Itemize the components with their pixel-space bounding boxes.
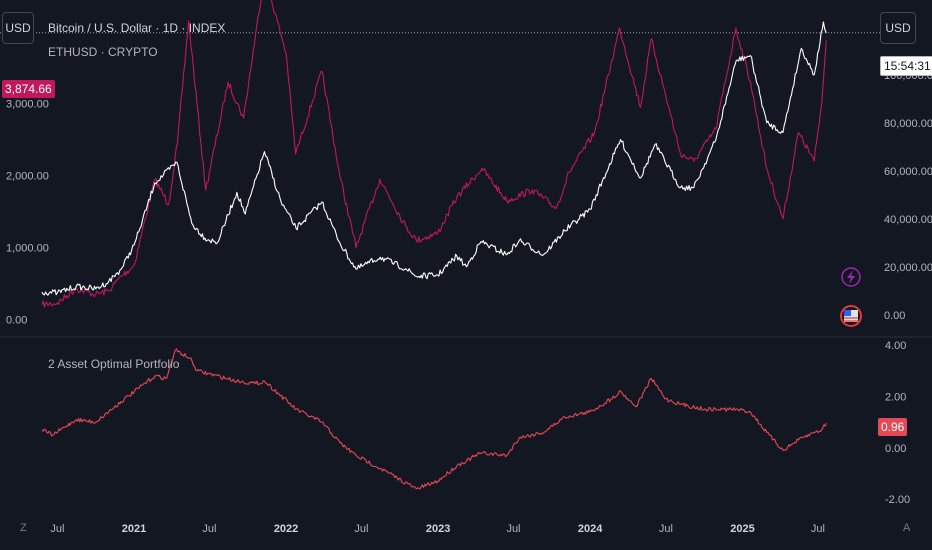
time-axis-tick: Jul <box>659 523 673 535</box>
currency-label-left: USD <box>5 21 31 35</box>
indicator-title[interactable]: 2 Asset Optimal Portfolio <box>48 357 180 371</box>
oscillator-axis[interactable]: -2.00 0.00 2.00 4.00 <box>885 340 910 506</box>
left-axis-tick: 1,000.00 <box>6 243 49 255</box>
oscillator-pane[interactable] <box>41 348 827 490</box>
grid <box>0 32 932 338</box>
left-price-axis[interactable]: 0.00 1,000.00 2,000.00 3,000.00 <box>6 99 49 327</box>
time-axis-tick: Jul <box>202 523 216 535</box>
oscillator-axis-tick: 2.00 <box>885 391 906 403</box>
oscillator-axis-tick: 0.00 <box>885 443 906 455</box>
compare-symbol-title[interactable]: ETHUSD · CRYPTO <box>48 45 158 59</box>
left-axis-tick: 3,000.00 <box>6 99 49 111</box>
left-axis-tick: 2,000.00 <box>6 171 49 183</box>
time-axis[interactable]: Jul 2021 Jul 2022 Jul 2023 Jul 2024 Jul 2025 Jul <box>50 523 825 535</box>
right-price-axis[interactable]: 0.00 20,000.00 40,000.00 60,000.00 80,000.00… <box>884 70 932 322</box>
time-axis-tick: 2021 <box>122 523 146 535</box>
right-axis-tick: 0.00 <box>884 310 905 322</box>
time-axis-tick: 2023 <box>426 523 450 535</box>
btc-series-line[interactable] <box>41 21 827 296</box>
time-axis-tick: Jul <box>354 523 368 535</box>
right-axis-tick: 80,000.00 <box>884 118 932 130</box>
auto-scale-icon[interactable]: A <box>903 522 911 534</box>
oscillator-last-badge: 0.96 <box>878 418 908 436</box>
right-axis-tick: 60,000.00 <box>884 166 932 178</box>
timezone-icon[interactable]: Z <box>20 522 27 534</box>
right-axis-tick: 20,000.00 <box>884 262 932 274</box>
oscillator-axis-tick: -2.00 <box>885 494 910 506</box>
time-axis-tick: Jul <box>811 523 825 535</box>
main-price-pane[interactable] <box>41 0 827 308</box>
time-axis-tick: 2025 <box>730 523 754 535</box>
main-symbol-title[interactable]: Bitcoin / U.S. Dollar · 1D · INDEX <box>48 21 226 35</box>
time-axis-tick: 2022 <box>274 523 298 535</box>
portfolio-series-line[interactable] <box>41 348 827 490</box>
time-axis-tick: Jul <box>506 523 520 535</box>
eth-series-line[interactable] <box>41 0 827 308</box>
oscillator-axis-tick: 4.00 <box>885 340 906 352</box>
time-axis-tick: 2024 <box>578 523 603 535</box>
currency-button-left[interactable]: USD <box>2 12 34 44</box>
eth-last-price-badge: 3,874.66 <box>2 80 55 98</box>
currency-label-right: USD <box>885 21 911 35</box>
right-axis-tick: 40,000.00 <box>884 214 932 226</box>
us-flag-icon[interactable] <box>840 305 862 327</box>
countdown-badge: 15:54:31 <box>880 56 932 76</box>
lightning-icon[interactable] <box>841 267 861 287</box>
currency-button-right[interactable]: USD <box>880 12 916 44</box>
left-axis-tick: 0.00 <box>6 315 27 327</box>
time-axis-tick: Jul <box>50 523 64 535</box>
